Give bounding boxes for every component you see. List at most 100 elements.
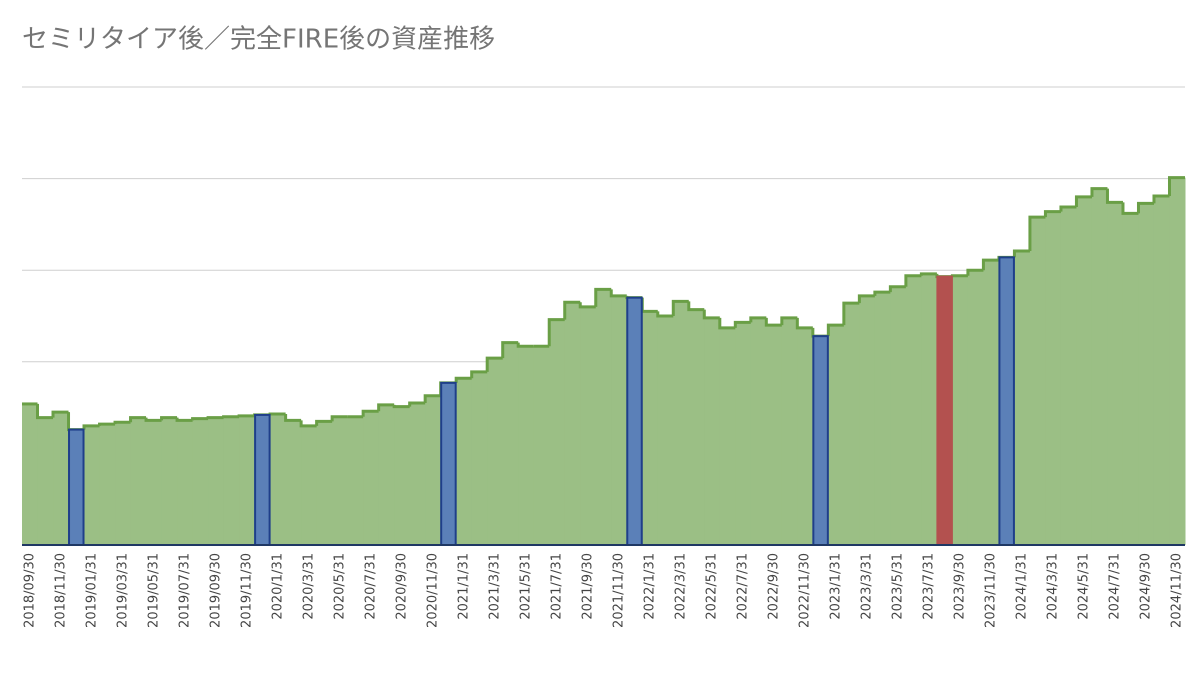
x-tick-label: 2023/11/30	[984, 553, 999, 628]
area-step	[642, 311, 659, 545]
area-outline	[609, 289, 627, 298]
area-step	[332, 416, 349, 545]
bar	[998, 256, 1015, 546]
area-outline	[175, 417, 193, 422]
area-outline	[206, 416, 224, 420]
area-outline	[160, 416, 178, 421]
x-tick-label: 2019/03/31	[115, 553, 130, 628]
area-outline	[144, 417, 162, 422]
area-step	[983, 260, 1000, 545]
x-tick-label: 2020/5/31	[332, 553, 347, 620]
area-step	[952, 275, 969, 545]
bar	[812, 335, 829, 547]
area-step	[301, 425, 318, 545]
area-outline	[1136, 201, 1154, 214]
area-outline	[361, 409, 379, 417]
area-step	[270, 414, 287, 545]
area-step	[549, 319, 566, 545]
x-tick-label: 2024/5/31	[1077, 553, 1092, 620]
area-step	[425, 395, 442, 545]
area-outline	[563, 300, 581, 320]
area-outline	[857, 294, 875, 304]
area-step	[130, 417, 147, 545]
x-tick-label: 2024/3/31	[1046, 553, 1061, 620]
area-step	[828, 325, 845, 545]
area-outline	[501, 341, 519, 359]
area-step	[874, 292, 891, 545]
area-outline	[826, 323, 844, 337]
area-outline	[702, 309, 720, 320]
area-step	[843, 303, 860, 545]
area-outline	[330, 415, 348, 422]
bar	[68, 428, 85, 547]
area-outline	[687, 301, 705, 312]
x-tick-label: 2024/1/31	[1015, 553, 1030, 620]
x-tick-label: 2019/01/31	[84, 553, 99, 628]
area-outline	[780, 316, 798, 326]
area-outline	[718, 317, 736, 330]
area-step	[347, 416, 364, 545]
area-outline	[113, 420, 131, 425]
area-step	[223, 416, 240, 545]
area-step	[766, 325, 783, 545]
area-step	[921, 273, 938, 545]
area-outline	[454, 376, 472, 383]
area-step	[595, 289, 612, 545]
area-outline	[656, 311, 674, 318]
area-outline	[578, 302, 596, 309]
chart-title: セミリタイア後／完全FIRE後の資産推移	[22, 25, 495, 55]
area-outline	[842, 301, 860, 326]
area-step	[673, 301, 690, 545]
area-outline	[1012, 249, 1030, 258]
area-outline	[640, 297, 658, 313]
area-outline	[423, 394, 441, 404]
area-step	[518, 346, 535, 545]
area-outline	[811, 327, 829, 338]
x-tick-label: 2023/9/30	[953, 553, 968, 620]
area-outline	[873, 290, 891, 296]
area-step	[1014, 250, 1031, 546]
area-outline	[392, 404, 410, 409]
area-outline	[1028, 215, 1046, 251]
area-step	[905, 275, 922, 545]
area-outline	[129, 416, 147, 423]
area-outline	[51, 410, 69, 418]
x-tick-label: 2024/7/31	[1108, 553, 1123, 620]
area-outline	[1152, 194, 1170, 204]
area-outline	[82, 424, 100, 430]
area-step	[1029, 217, 1046, 545]
area-step	[84, 425, 101, 545]
bar-series	[936, 275, 953, 546]
area-outline	[594, 287, 612, 307]
area-step	[115, 422, 132, 545]
area-step	[1045, 211, 1062, 546]
x-tick-label: 2022/3/31	[674, 553, 689, 620]
area-outline	[315, 419, 333, 426]
area-outline	[485, 356, 503, 372]
area-step	[1169, 177, 1186, 545]
area-step	[611, 295, 628, 545]
area-step	[378, 404, 395, 545]
x-tick-label: 2023/3/31	[860, 553, 875, 620]
x-tick-label: 2023/1/31	[829, 553, 844, 620]
area-step	[1107, 202, 1124, 545]
area-outline	[408, 401, 426, 407]
x-tick-label: 2021/9/30	[580, 553, 595, 620]
x-tick-label: 2018/09/30	[22, 553, 37, 628]
x-tick-label: 2020/3/31	[301, 553, 316, 620]
area-outline	[36, 403, 54, 420]
bar	[254, 413, 271, 547]
x-tick-label: 2020/11/30	[425, 553, 440, 628]
area-step	[471, 371, 488, 545]
area-outline	[1043, 210, 1061, 218]
area-step	[177, 420, 194, 545]
area-outline	[191, 417, 209, 421]
area-outline	[470, 370, 488, 379]
area-step	[1060, 206, 1077, 545]
area-outline	[237, 414, 255, 418]
area-step	[564, 302, 581, 545]
area-step	[161, 417, 178, 545]
x-tick-label: 2022/7/31	[736, 553, 751, 620]
